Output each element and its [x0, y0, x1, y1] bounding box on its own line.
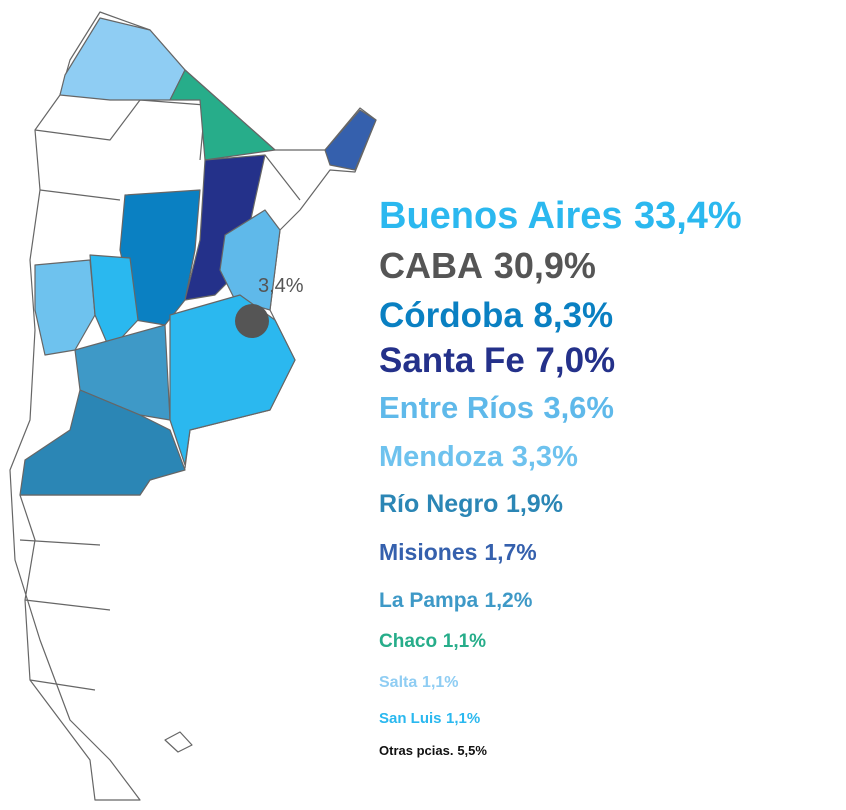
legend-entry: Otras pcias. 5,5% [379, 743, 487, 758]
legend-share: 3,6% [543, 390, 614, 425]
caba-dot [235, 304, 269, 338]
legend-share: 8,3% [533, 296, 613, 335]
legend-share: 7,0% [535, 341, 615, 380]
legend-name: CABA [379, 245, 483, 286]
legend-entry: Buenos Aires 33,4% [379, 195, 742, 237]
legend-share: 1,7% [484, 539, 536, 565]
province-border [19, 99, 301, 691]
province-salta [59, 17, 186, 101]
legend-name: Otras pcias. [379, 743, 453, 758]
legend-entry: Río Negro 1,9% [379, 490, 563, 518]
province-chaco [169, 69, 276, 161]
legend-share: 33,4% [634, 195, 742, 237]
legend-share: 1,9% [506, 490, 563, 518]
legend-name: Entre Ríos [379, 390, 534, 425]
legend-entry: Mendoza 3,3% [379, 441, 578, 473]
legend-entry: La Pampa 1,2% [379, 589, 533, 612]
legend: Buenos Aires 33,4%CABA 30,9%Córdoba 8,3%San… [379, 195, 742, 758]
legend-share: 3,3% [512, 441, 578, 473]
legend-name: Buenos Aires [379, 195, 623, 237]
legend-entry: Entre Ríos 3,6% [379, 390, 614, 425]
legend-share: 1,2% [485, 589, 533, 612]
legend-share: 5,5% [457, 743, 487, 758]
legend-name: Misiones [379, 539, 477, 565]
legend-entry: San Luis 1,1% [379, 710, 480, 727]
legend-name: Santa Fe [379, 341, 525, 380]
legend-share: 1,1% [422, 674, 458, 691]
legend-name: Chaco [379, 631, 437, 652]
province-san-luis [89, 254, 139, 351]
legend-name: San Luis [379, 710, 442, 727]
legend-name: Salta [379, 674, 417, 691]
islands [164, 731, 193, 753]
province-buenos-aires [169, 294, 296, 466]
legend-share: 30,9% [494, 245, 596, 286]
legend-name: Mendoza [379, 441, 504, 473]
province-misiones [324, 109, 377, 171]
legend-entry: Salta 1,1% [379, 674, 459, 691]
province-la-pampa [74, 324, 171, 421]
legend-name: Río Negro [379, 490, 498, 518]
legend-entry: Santa Fe 7,0% [379, 341, 615, 380]
map-label: 3,4% [258, 275, 304, 297]
legend-name: La Pampa [379, 589, 479, 612]
map: 3,4% [9, 11, 377, 801]
legend-entry: CABA 30,9% [379, 245, 596, 286]
legend-entry: Córdoba 8,3% [379, 296, 613, 335]
province-rio-negro [19, 389, 186, 496]
legend-share: 1,1% [443, 631, 486, 652]
legend-share: 1,1% [446, 710, 480, 727]
province-entre-rios [219, 209, 281, 311]
legend-entry: Chaco 1,1% [379, 631, 486, 652]
legend-name: Córdoba [379, 296, 523, 335]
legend-entry: Misiones 1,7% [379, 539, 537, 565]
